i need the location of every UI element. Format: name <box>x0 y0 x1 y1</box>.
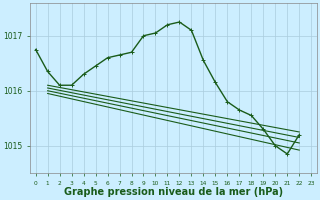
X-axis label: Graphe pression niveau de la mer (hPa): Graphe pression niveau de la mer (hPa) <box>64 187 283 197</box>
